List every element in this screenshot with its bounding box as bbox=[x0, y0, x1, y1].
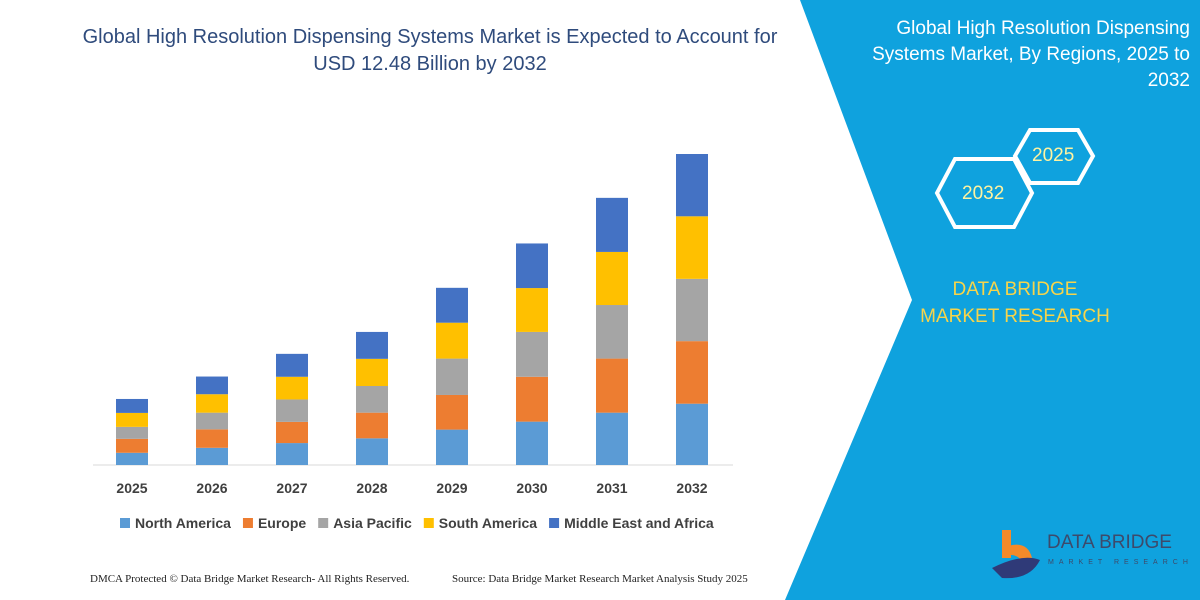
bar-segment-2031-north-america bbox=[596, 412, 628, 465]
bar-segment-2026-middle-east-and-africa bbox=[196, 376, 228, 395]
bar-segment-2025-europe bbox=[116, 438, 148, 453]
bar-segment-2029-europe bbox=[436, 394, 468, 430]
bar-segment-2026-asia-pacific bbox=[196, 412, 228, 430]
bar-segment-2028-south-america bbox=[356, 358, 388, 387]
legend-swatch bbox=[242, 518, 253, 528]
bar-segment-2032-north-america bbox=[676, 403, 708, 465]
bar-segment-2027-middle-east-and-africa bbox=[276, 353, 308, 377]
hex-label-2032: 2032 bbox=[962, 183, 1005, 204]
bar-segment-2031-asia-pacific bbox=[596, 305, 628, 359]
legend-label: Middle East and Africa bbox=[564, 515, 714, 531]
legend-swatch bbox=[120, 518, 130, 528]
legend-label: Asia Pacific bbox=[333, 515, 412, 531]
bar-segment-2028-north-america bbox=[356, 438, 388, 465]
bar-segment-2032-europe bbox=[676, 341, 708, 404]
x-tick-label: 2032 bbox=[676, 480, 707, 496]
chart-title: Global High Resolution Dispensing System… bbox=[82, 26, 778, 75]
x-tick-label: 2029 bbox=[436, 480, 467, 496]
bar-segment-2032-asia-pacific bbox=[676, 278, 708, 342]
hexagon-2032 bbox=[934, 157, 1035, 229]
bar-segment-2029-north-america bbox=[436, 429, 468, 465]
legend-swatch bbox=[423, 518, 434, 528]
bar-segment-2031-south-america bbox=[596, 251, 628, 306]
legend-label: Europe bbox=[258, 515, 306, 531]
bar-segment-2025-middle-east-and-africa bbox=[116, 398, 148, 413]
bar-segment-2030-europe bbox=[516, 376, 548, 422]
logo-tagline: MARKET RESEARCH bbox=[1048, 559, 1193, 566]
bar-segment-2028-europe bbox=[356, 412, 388, 439]
panel-title: Global High Resolution Dispensing System… bbox=[872, 18, 1190, 91]
bar-segment-2025-south-america bbox=[116, 412, 148, 427]
bar-segment-2028-asia-pacific bbox=[356, 386, 388, 413]
brand-text: DATA BRIDGE MARKET RESEARCH bbox=[920, 279, 1110, 327]
footer-source: Source: Data Bridge Market Research Mark… bbox=[452, 573, 748, 585]
bar-segment-2029-south-america bbox=[436, 322, 468, 359]
hex-label-2025: 2025 bbox=[1032, 145, 1075, 166]
x-tick-label: 2028 bbox=[356, 480, 387, 496]
bar-segment-2027-south-america bbox=[276, 376, 308, 400]
logo-name: DATA BRIDGE bbox=[1047, 532, 1172, 553]
x-tick-label: 2031 bbox=[596, 480, 627, 496]
bar-segment-2026-north-america bbox=[196, 447, 228, 465]
x-tick-label: 2030 bbox=[516, 480, 547, 496]
bar-segment-2029-middle-east-and-africa bbox=[436, 287, 468, 323]
stacked-bar-chart: 2025 2026 2027 2028 2029 2030 2031 2032 North Am… bbox=[93, 154, 733, 531]
legend-label: South America bbox=[439, 515, 537, 531]
bar-segment-2025-asia-pacific bbox=[116, 426, 148, 439]
bar-segment-2026-europe bbox=[196, 429, 228, 448]
x-tick-label: 2025 bbox=[116, 480, 147, 496]
bar-segment-2025-north-america bbox=[116, 452, 148, 465]
bar-segment-2030-south-america bbox=[516, 288, 548, 332]
x-tick-label: 2027 bbox=[276, 480, 307, 496]
bar-segment-2031-middle-east-and-africa bbox=[596, 197, 628, 252]
bar-segment-2031-europe bbox=[596, 358, 628, 413]
bar-segment-2030-north-america bbox=[516, 421, 548, 465]
bar-segment-2030-asia-pacific bbox=[516, 331, 548, 377]
hexagon-2025 bbox=[1012, 128, 1096, 185]
logo-icon bbox=[992, 530, 1040, 579]
bar-segment-2030-middle-east-and-africa bbox=[516, 243, 548, 289]
bar-segment-2028-middle-east-and-africa bbox=[356, 331, 388, 359]
bar-segment-2027-north-america bbox=[276, 443, 308, 465]
bar-segment-2032-middle-east-and-africa bbox=[676, 154, 708, 217]
legend-swatch bbox=[549, 518, 560, 528]
bar-segment-2027-europe bbox=[276, 421, 308, 444]
footer-copyright: DMCA Protected © Data Bridge Market Rese… bbox=[90, 573, 410, 585]
legend-label: North America bbox=[135, 515, 231, 531]
side-panel-background bbox=[785, 0, 1200, 600]
bar-segment-2029-asia-pacific bbox=[436, 358, 468, 395]
bar-segment-2027-asia-pacific bbox=[276, 399, 308, 422]
bar-segment-2026-south-america bbox=[196, 394, 228, 413]
x-tick-label: 2026 bbox=[196, 480, 227, 496]
bar-segment-2032-south-america bbox=[676, 216, 708, 279]
legend-swatch bbox=[318, 518, 329, 528]
